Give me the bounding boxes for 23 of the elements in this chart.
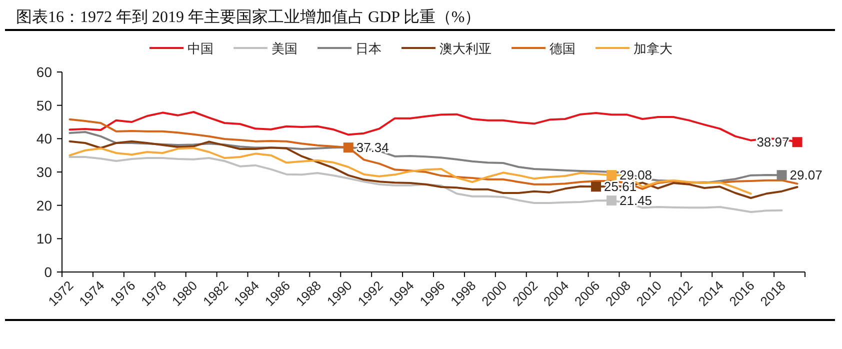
y-tick-label: 30: [36, 164, 52, 180]
legend-label: 加拿大: [634, 42, 672, 57]
data-label: 21.45: [620, 193, 652, 208]
point: [591, 182, 602, 192]
legend-label: 美国: [272, 41, 298, 57]
data-label: 29.07: [790, 168, 822, 183]
y-tick-label: 60: [36, 64, 52, 80]
legend-label: 澳大利亚: [440, 42, 492, 57]
y-tick-label: 50: [36, 97, 52, 114]
y-tick-label: 40: [36, 130, 52, 147]
legend-label: 德国: [550, 42, 576, 57]
point: [776, 170, 787, 180]
line-series: [68, 156, 783, 213]
point: [606, 170, 617, 180]
legend-label: 日本: [356, 42, 382, 57]
y-tick-label: 0: [44, 264, 52, 280]
y-tick-label: 20: [36, 197, 52, 214]
y-tick-label: 10: [36, 230, 52, 247]
point: [606, 196, 617, 206]
point: [343, 142, 354, 153]
chart-title: 图表16：1972 年到 2019 年主要国家工业增加值占 GDP 比重（%）: [16, 8, 481, 26]
legend-label: 中国: [188, 42, 214, 57]
point: [792, 137, 802, 148]
